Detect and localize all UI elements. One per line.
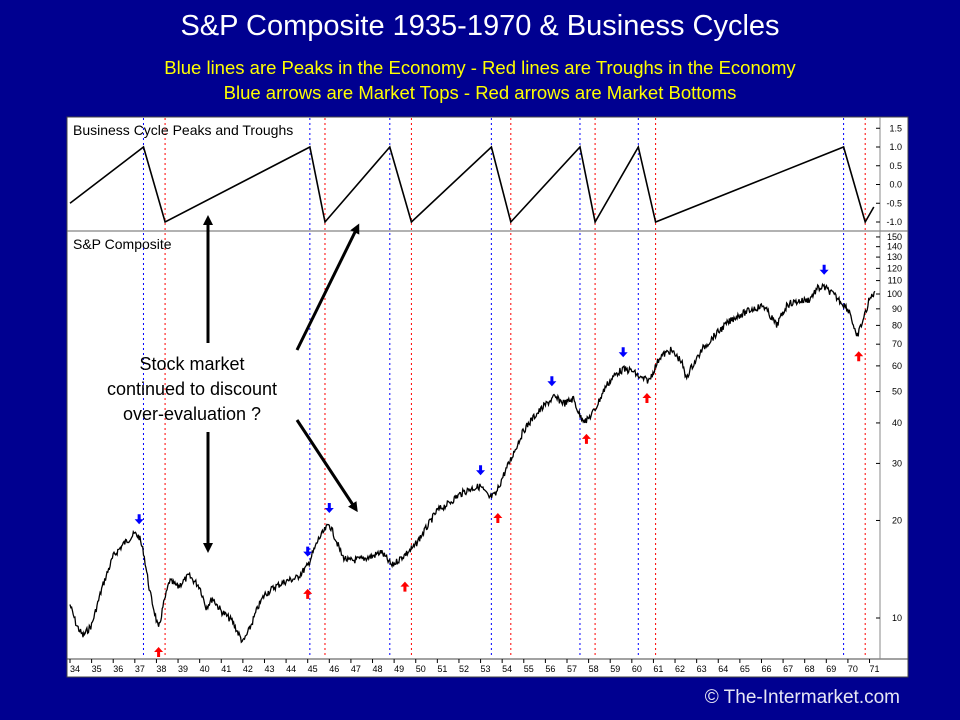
x-tick-label: 48	[373, 664, 383, 674]
price-tick-label: 20	[892, 515, 902, 525]
price-tick-label: 50	[892, 387, 902, 397]
x-tick-label: 34	[70, 664, 80, 674]
x-tick-label: 70	[848, 664, 858, 674]
x-tick-label: 68	[805, 664, 815, 674]
x-tick-label: 62	[675, 664, 685, 674]
cycle-tick-label: -0.5	[886, 198, 902, 208]
x-tick-label: 64	[718, 664, 728, 674]
price-tick-label: 130	[887, 252, 902, 262]
x-tick-label: 61	[653, 664, 663, 674]
price-tick-label: 30	[892, 458, 902, 468]
copyright-notice: © The-Intermarket.com	[704, 687, 900, 708]
price-tick-label: 140	[887, 242, 902, 252]
x-tick-label: 47	[351, 664, 361, 674]
x-tick-label: 50	[416, 664, 426, 674]
x-tick-label: 65	[740, 664, 750, 674]
subtitle-tops-bottoms: Blue arrows are Market Tops - Red arrows…	[223, 82, 737, 103]
market-markers	[134, 264, 864, 657]
x-tick-label: 59	[610, 664, 620, 674]
x-tick-label: 49	[394, 664, 404, 674]
x-tick-label: 57	[567, 664, 577, 674]
market-bottom-arrow	[303, 588, 313, 599]
cycle-tick-label: 0.0	[889, 180, 902, 190]
market-bottom-arrow	[493, 513, 503, 524]
x-tick-label: 39	[178, 664, 188, 674]
x-tick-label: 55	[524, 664, 534, 674]
x-tick-label: 36	[113, 664, 123, 674]
slide-title: S&P Composite 1935-1970 & Business Cycle…	[180, 10, 780, 42]
x-tick-label: 56	[545, 664, 555, 674]
price-tick-label: 120	[887, 263, 902, 273]
x-tick-label: 52	[459, 664, 469, 674]
x-tick-label: 67	[783, 664, 793, 674]
market-top-arrow	[134, 514, 144, 525]
x-tick-label: 37	[135, 664, 145, 674]
cycle-tick-label: 1.5	[889, 123, 902, 133]
x-tick-label: 42	[243, 664, 253, 674]
price-tick-label: 10	[892, 613, 902, 623]
x-tick-label: 60	[632, 664, 642, 674]
x-tick-label: 53	[481, 664, 491, 674]
price-tick-label: 100	[887, 289, 902, 299]
x-tick-label: 54	[502, 664, 512, 674]
x-tick-label: 35	[92, 664, 102, 674]
x-tick-label: 43	[264, 664, 274, 674]
price-tick-label: 40	[892, 418, 902, 428]
cycle-vertical-lines	[142, 118, 866, 658]
market-bottom-arrow	[400, 581, 410, 592]
arrow-up-right	[295, 223, 360, 351]
price-tick-label: 150	[887, 232, 902, 242]
cycle-panel-title: Business Cycle Peaks and Troughs	[73, 122, 293, 138]
market-bottom-arrow	[854, 351, 864, 362]
price-tick-label: 110	[888, 276, 902, 286]
x-axis-ticks: 34 35 36 37 38 39 40 41 42 43 44 45 46 47 48 49 50 51 52 53…	[69, 659, 880, 674]
annotation-line-2: continued to discount	[107, 379, 277, 399]
price-panel-title: S&P Composite	[73, 236, 172, 252]
price-tick-label: 80	[892, 320, 902, 330]
x-tick-label: 51	[437, 664, 447, 674]
market-bottom-arrow	[154, 646, 164, 657]
chart-frame	[66, 116, 909, 678]
market-bottom-arrow	[581, 433, 591, 444]
annotation-line-3: over-evaluation ?	[123, 404, 261, 424]
price-tick-label: 90	[892, 304, 902, 314]
market-top-arrow	[618, 347, 628, 358]
price-tick-label: 70	[892, 339, 902, 349]
x-tick-label: 58	[589, 664, 599, 674]
sp-composite-series-line	[69, 282, 876, 644]
x-tick-label: 71	[870, 664, 880, 674]
market-top-arrow	[324, 503, 334, 514]
x-tick-label: 69	[826, 664, 836, 674]
annotation-arrows	[203, 215, 360, 553]
x-tick-label: 41	[221, 664, 231, 674]
sp-composite-panel	[69, 282, 876, 644]
annotation-text: Stock market continued to discount over-…	[107, 354, 277, 424]
market-top-arrow	[819, 264, 829, 275]
cycle-tick-label: 1.0	[889, 142, 902, 152]
cycle-series-line	[69, 144, 875, 225]
market-top-arrow	[303, 546, 313, 557]
cycle-tick-label: 0.5	[889, 161, 902, 171]
market-top-arrow	[547, 376, 557, 387]
market-top-arrow	[476, 465, 486, 476]
subtitle-peaks-troughs: Blue lines are Peaks in the Economy - Re…	[164, 57, 796, 78]
x-tick-label: 63	[697, 664, 707, 674]
market-bottom-arrow	[642, 393, 652, 404]
x-tick-label: 46	[329, 664, 339, 674]
annotation-line-1: Stock market	[139, 354, 244, 374]
x-tick-label: 45	[308, 664, 318, 674]
x-tick-label: 44	[286, 664, 296, 674]
x-tick-label: 38	[156, 664, 166, 674]
x-tick-label: 40	[200, 664, 210, 674]
business-cycle-panel	[69, 144, 875, 225]
arrow-down-right	[295, 419, 358, 513]
cycle-tick-label: -1.0	[886, 217, 902, 227]
price-tick-label: 60	[892, 361, 902, 371]
x-tick-label: 66	[761, 664, 771, 674]
